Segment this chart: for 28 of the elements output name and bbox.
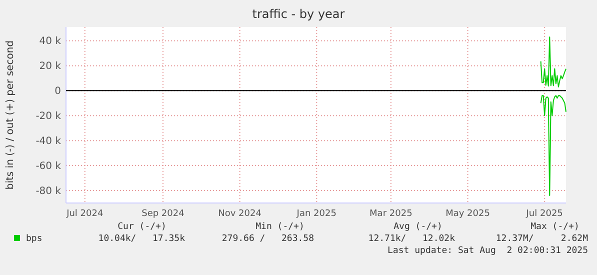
text: Cur (-/+) bbox=[118, 222, 166, 232]
x-tick-label: Nov 2024 bbox=[218, 209, 262, 219]
text: Avg (-/+) bbox=[394, 222, 442, 232]
x-tick-label: Mar 2025 bbox=[370, 209, 412, 219]
line-series bbox=[540, 95, 566, 196]
text: Max (-/+) bbox=[530, 222, 580, 232]
text: Min (-/+) bbox=[256, 222, 304, 232]
x-tick-label: Jan 2025 bbox=[296, 209, 336, 219]
x-tick-label: Jul 2025 bbox=[525, 209, 563, 219]
legend-label: bps bbox=[26, 234, 42, 244]
y-tick-label: -40 k bbox=[36, 136, 62, 148]
x-tick-label: Sep 2024 bbox=[142, 209, 185, 219]
chart-title: traffic - by year bbox=[252, 7, 345, 21]
text: 10.04k/ 17.35k bbox=[98, 234, 186, 244]
y-tick-label: 40 k bbox=[39, 36, 62, 48]
y-tick-label: -80 k bbox=[36, 186, 62, 198]
y-tick-label: -60 k bbox=[36, 161, 62, 172]
y-tick-label: 0 bbox=[54, 86, 61, 98]
x-tick-label: May 2025 bbox=[446, 209, 490, 219]
text: 279.66 / 263.58 bbox=[222, 234, 314, 244]
text: Last update: Sat Aug 2 02:00:31 2025 bbox=[388, 246, 588, 256]
text: 12.71k/ 12.02k bbox=[368, 234, 456, 244]
y-tick-label: -20 k bbox=[36, 111, 62, 122]
line-series bbox=[540, 36, 566, 88]
text: 12.37M/ 2.62M bbox=[496, 234, 589, 244]
x-tick-label: Jul 2024 bbox=[66, 209, 104, 219]
y-tick-label: 20 k bbox=[39, 61, 62, 72]
y-axis-title: bits in (-) / out (+) per second bbox=[5, 40, 16, 190]
